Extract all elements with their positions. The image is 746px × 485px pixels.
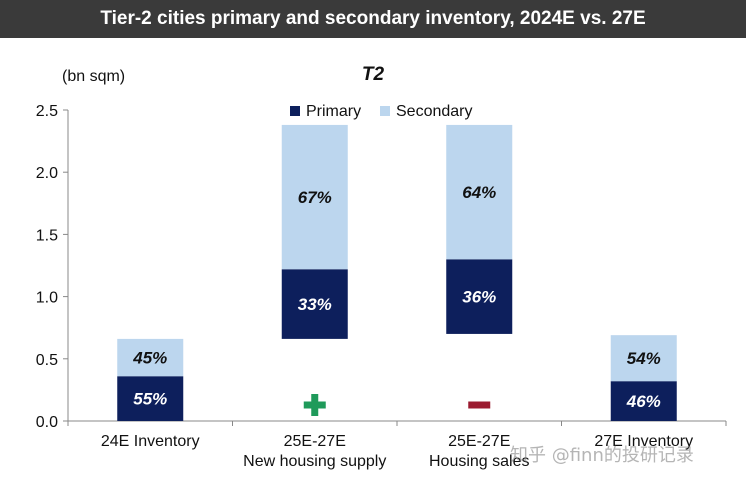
bar-secondary <box>281 124 348 270</box>
bar-primary <box>446 259 513 334</box>
bar-secondary <box>610 335 677 382</box>
data-label-secondary: 64% <box>462 183 496 202</box>
x-category-label: 25E-27E <box>284 433 346 450</box>
x-category-label: 24E Inventory <box>101 433 200 450</box>
data-label-secondary: 67% <box>298 188 332 207</box>
y-tick-label: 1.5 <box>36 227 58 244</box>
x-category-label: New housing supply <box>243 453 386 470</box>
y-tick-label: 0.0 <box>36 414 58 431</box>
bar-primary <box>117 376 184 421</box>
data-label-secondary: 54% <box>627 349 661 368</box>
data-label-primary: 36% <box>462 288 496 307</box>
x-category-label: 27E Inventory <box>594 433 693 450</box>
plus-marker <box>311 394 319 416</box>
legend-swatch-secondary <box>380 106 390 116</box>
legend-label-secondary: Secondary <box>396 103 473 120</box>
y-tick-label: 2.5 <box>36 103 58 120</box>
bar-secondary <box>117 338 184 377</box>
data-label-primary: 33% <box>298 295 332 314</box>
chart-header: Tier-2 cities primary and secondary inve… <box>0 0 746 38</box>
x-category-label: Housing sales <box>429 453 530 470</box>
watermark: 知乎 @finn的投研记录 <box>510 445 694 466</box>
bar-secondary <box>446 124 513 260</box>
legend-swatch-primary <box>290 106 300 116</box>
legend-label-primary: Primary <box>306 103 361 120</box>
bar-primary <box>610 381 677 421</box>
y-tick-label: 1.0 <box>36 290 58 307</box>
bar-primary <box>281 269 348 339</box>
data-label-secondary: 45% <box>132 349 167 368</box>
data-label-primary: 46% <box>626 392 661 411</box>
x-category-label: 25E-27E <box>448 433 510 450</box>
y-axis-unit: (bn sqm) <box>62 68 126 85</box>
chart-title: T2 <box>361 64 385 85</box>
y-tick-label: 0.5 <box>36 352 58 369</box>
data-label-primary: 55% <box>133 390 167 409</box>
y-tick-label: 2.0 <box>36 165 58 182</box>
minus-marker <box>468 401 491 409</box>
